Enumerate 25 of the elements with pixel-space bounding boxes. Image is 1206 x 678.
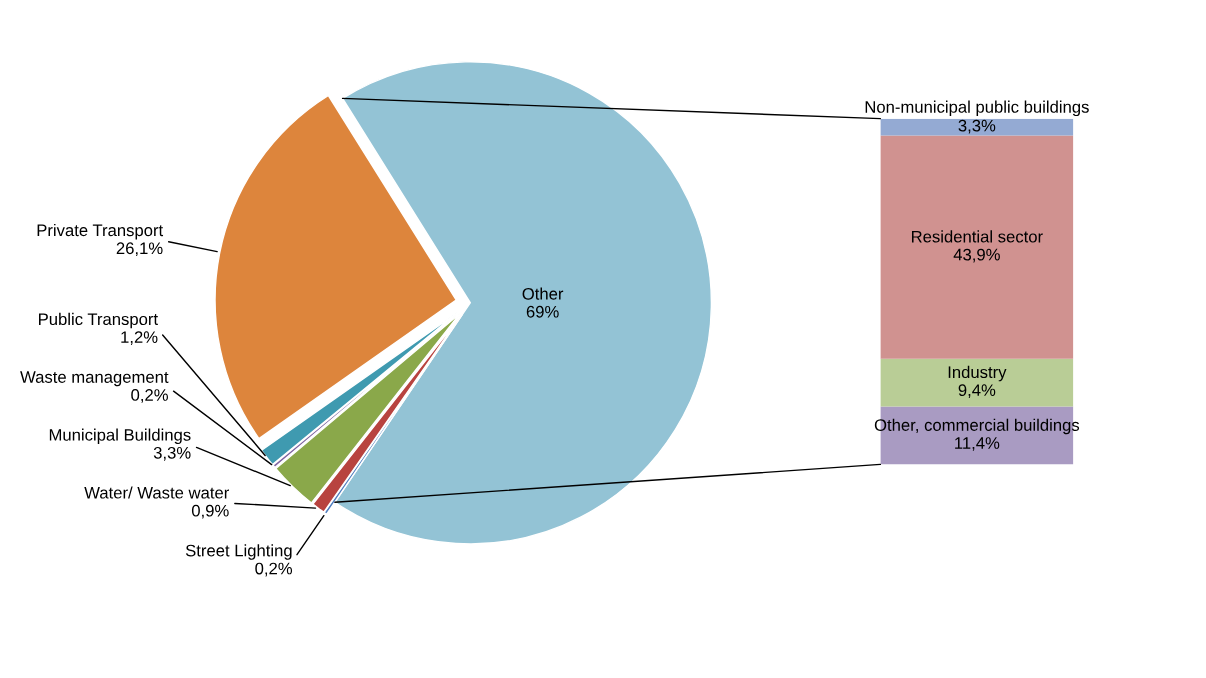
slice-label: Street Lighting <box>185 544 292 560</box>
data-label: 3,3% <box>153 446 191 461</box>
series-label: Residential sector <box>912 230 1043 243</box>
bar <box>880 358 1074 407</box>
data-label: 0,2% <box>255 562 293 577</box>
slice-label: Municipal Buildings <box>49 428 191 445</box>
series-label: Other, commercial buildings <box>874 418 1080 435</box>
slice-label: Other <box>522 287 564 300</box>
data-label: 11,4% <box>955 437 1000 451</box>
slice-label: Public Transport <box>39 312 158 329</box>
data-label: 1,2% <box>121 331 158 345</box>
slice-label: Waste management <box>20 371 169 387</box>
data-label: 26,1% <box>116 242 163 257</box>
data-label: 0,9% <box>191 504 229 519</box>
data-label: 0,2% <box>131 389 168 403</box>
data-label: 43,9% <box>953 248 1000 263</box>
data-label: 69% <box>526 305 559 318</box>
series-label: Industry <box>948 365 1007 382</box>
bar <box>880 135 1074 359</box>
bar <box>880 118 1074 136</box>
slice-label: Private Transport <box>37 223 164 240</box>
data-label: 3,3% <box>958 119 996 134</box>
slice-label: Water/ Waste water <box>84 486 230 499</box>
data-label: 9,4% <box>958 384 996 398</box>
series-label: Non-municipal public buildings <box>865 100 1089 117</box>
